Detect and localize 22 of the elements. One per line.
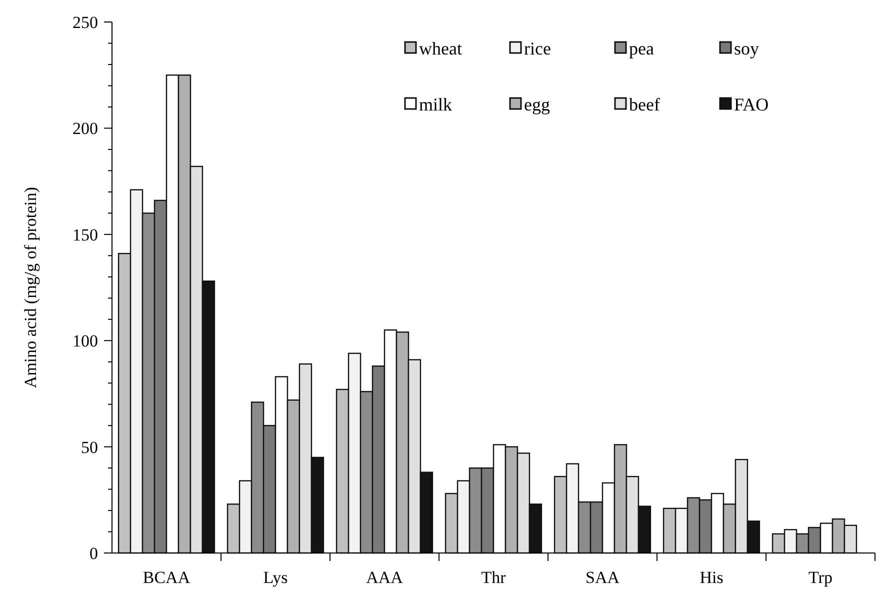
x-tick-label: Lys <box>263 568 288 587</box>
legend-label: rice <box>524 38 551 58</box>
x-tick-label: AAA <box>366 568 404 587</box>
legend-label: soy <box>734 38 760 58</box>
y-tick-label: 100 <box>72 332 98 351</box>
y-tick-label: 150 <box>72 225 98 244</box>
y-tick-label: 200 <box>72 119 98 138</box>
y-tick-label: 50 <box>81 438 98 457</box>
legend-label: beef <box>629 94 660 114</box>
legend-label: wheat <box>419 38 462 58</box>
x-tick-label: Thr <box>481 568 506 587</box>
legend-label: egg <box>524 94 550 114</box>
y-tick-label: 250 <box>72 12 98 32</box>
legend-label: pea <box>629 38 654 58</box>
y-tick-label: 0 <box>90 544 98 563</box>
legend-label: milk <box>419 94 452 114</box>
y-axis-title: Amino acid (mg/g of protein) <box>21 186 40 388</box>
legend-label: FAO <box>734 94 769 114</box>
x-tick-label: His <box>700 568 724 587</box>
x-tick-label: Trp <box>808 568 832 587</box>
x-tick-label: BCAA <box>142 568 191 587</box>
x-tick-label: SAA <box>585 568 620 587</box>
